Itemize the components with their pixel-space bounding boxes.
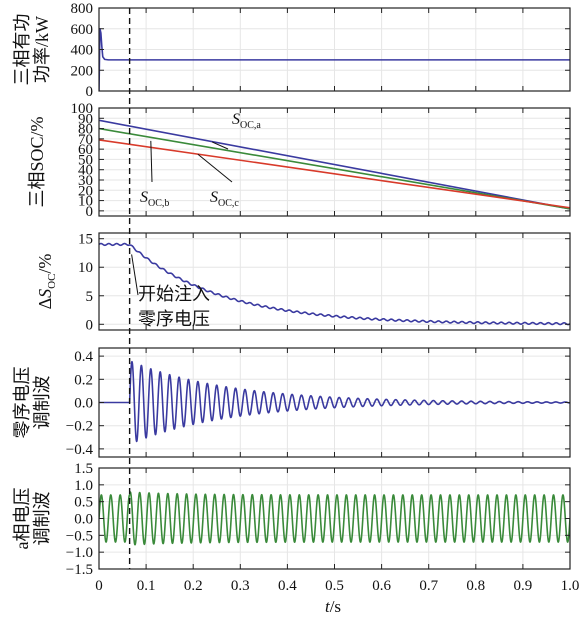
y-tick-label: 5 — [86, 289, 94, 305]
x-tick-label: 0.7 — [419, 578, 438, 594]
y-tick-label: 10 — [78, 194, 93, 210]
x-axis: t/s 0 0.1 0.2 0.3 0.4 0.5 0.6 0.7 0.8 0.9 1.0 — [95, 578, 579, 616]
y-tick-label: 60 — [78, 142, 93, 158]
y-tick-label: 50 — [78, 152, 93, 168]
y-tick-label: 0.0 — [74, 512, 93, 528]
annotation-text: 开始注入 — [138, 284, 210, 304]
x-tick-label: 0.2 — [184, 578, 203, 594]
series-line-1 — [99, 242, 570, 326]
y-axis-label-suffix: /% — [35, 254, 55, 274]
y-tick-label: 90 — [78, 111, 93, 127]
y-axis-label: ΔSOC/% — [35, 254, 58, 310]
x-tick-label: 0.4 — [278, 578, 297, 594]
series-group — [99, 360, 570, 443]
x-tick-label: 0.3 — [231, 578, 250, 594]
x-tick-label: 0.5 — [325, 578, 344, 594]
y-tick-label: −0.5 — [66, 528, 93, 544]
panel-1: 0 200 400 600 800 三相有功 功率/kW — [12, 1, 571, 100]
annotation-leader — [131, 254, 139, 296]
y-tick-label: 0.4 — [74, 349, 93, 365]
y-tick-label: 80 — [78, 122, 93, 138]
x-axis-label-var: t — [325, 597, 331, 616]
series-group — [99, 491, 570, 546]
y-tick-label: 0 — [86, 204, 94, 220]
y-axis-label-line: 功率/kW — [32, 16, 52, 83]
y-tick-label: −1.0 — [66, 545, 93, 561]
annotation-sub: OC,b — [148, 198, 169, 209]
y-axis-label-line: 三相SOC/% — [27, 116, 47, 207]
y-tick-label: 0 — [86, 84, 94, 100]
panel-5: −1.5−1.0−0.50.00.51.01.5 a相电压 调制波 — [12, 461, 571, 578]
annotation-leader — [211, 141, 229, 150]
series-annotation: SOC,a — [232, 111, 261, 131]
annotation-sub: OC,c — [218, 198, 239, 209]
y-axis-label-sub: OC — [46, 274, 58, 289]
x-tick-label: 1.0 — [561, 578, 580, 594]
x-tick-label: 0.6 — [372, 578, 391, 594]
series-annotation: SOC,b — [140, 189, 169, 209]
y-tick-label: 200 — [71, 63, 94, 79]
y-tick-label: 0.0 — [74, 396, 93, 412]
series-group — [99, 27, 570, 91]
annotation-base: S — [210, 189, 218, 206]
panel-4: −0.4 −0.2 0.0 0.2 0.4 零序电压 调制波 — [12, 347, 571, 458]
y-tick-label: 1.0 — [74, 478, 93, 494]
annotation-base: S — [232, 111, 240, 128]
annotation-leader — [150, 140, 153, 183]
y-tick-label: 100 — [71, 101, 94, 117]
y-tick-label: −1.5 — [66, 562, 93, 578]
annotation-sub: OC,a — [240, 120, 261, 131]
series-line-s-oc-a — [99, 119, 570, 210]
y-axis-label-line: 调制波 — [32, 376, 52, 430]
x-axis-label: t/s — [325, 597, 341, 616]
y-tick-label: 400 — [71, 43, 94, 59]
series-line-1 — [99, 491, 570, 546]
x-tick-label: 0.8 — [466, 578, 485, 594]
y-axis-label-line: a相电压 — [12, 488, 32, 550]
y-tick-label: 70 — [78, 132, 93, 148]
y-tick-label: 30 — [78, 173, 93, 189]
series-line-1 — [99, 27, 570, 91]
series-group — [99, 119, 570, 210]
series-line-s-oc-b — [99, 127, 570, 210]
series-group — [99, 242, 570, 326]
series-line-1 — [99, 360, 570, 443]
y-tick-label: 0.5 — [74, 495, 93, 511]
annotation-base: S — [140, 189, 148, 206]
annotation-text: 零序电压 — [138, 309, 210, 329]
annotation-leader — [197, 153, 233, 183]
y-tick-label: 0.2 — [74, 372, 93, 388]
x-tick-label: 0.9 — [514, 578, 533, 594]
y-axis-label-base: S — [35, 289, 55, 298]
y-tick-label: 600 — [71, 22, 94, 38]
y-tick-label: 20 — [78, 183, 93, 199]
y-tick-label: −0.4 — [66, 442, 94, 458]
y-axis-label-line: 调制波 — [32, 492, 52, 546]
y-axis-label-line: 三相有功 — [12, 14, 32, 86]
y-tick-label: 0 — [86, 317, 94, 333]
series-annotation: SOC,c — [210, 189, 239, 209]
y-axis-label-line: 零序电压 — [12, 367, 32, 439]
y-tick-label: 15 — [78, 232, 93, 248]
x-tick-label: 0 — [95, 578, 103, 594]
y-tick-label: 10 — [78, 260, 93, 276]
y-axis-label-prefix: Δ — [35, 298, 55, 310]
x-axis-label-unit: /s — [330, 597, 341, 616]
y-tick-label: 1.5 — [74, 461, 93, 477]
y-tick-label: −0.2 — [66, 419, 93, 435]
y-tick-label: 40 — [78, 163, 93, 179]
series-line-s-oc-c — [99, 139, 570, 209]
x-tick-label: 0.1 — [137, 578, 156, 594]
y-tick-label: 800 — [71, 1, 94, 17]
